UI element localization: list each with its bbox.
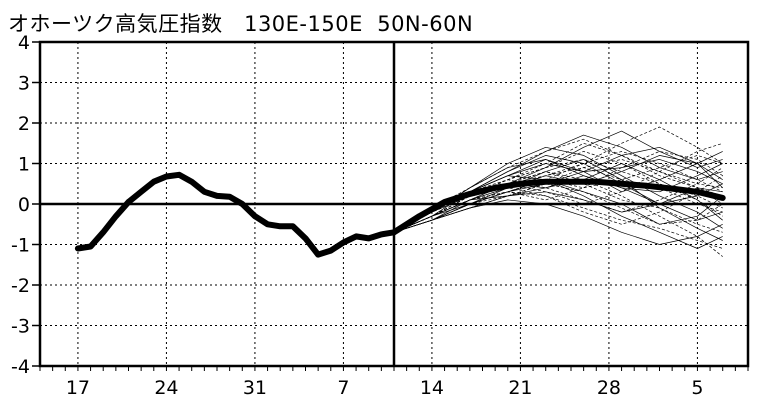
x-tick-label: 5 xyxy=(691,377,703,399)
y-tick-label: 1 xyxy=(18,154,30,176)
ensemble-member-line xyxy=(393,142,723,233)
x-tick-label: 31 xyxy=(243,377,267,399)
y-tick-label: 2 xyxy=(18,113,30,135)
ensemble-member-line xyxy=(393,155,723,233)
ensemble-member-line xyxy=(393,155,723,233)
ensemble-member-line xyxy=(393,146,723,233)
y-tick-label: -2 xyxy=(11,275,30,297)
ensemble-member-line xyxy=(393,187,723,233)
y-tick-label: -1 xyxy=(11,235,30,257)
ensemble-members-layer xyxy=(393,126,723,257)
observed-line xyxy=(74,171,397,258)
x-tick-label: 17 xyxy=(66,377,90,399)
y-tick-label: 0 xyxy=(18,194,30,216)
ensemble-mean-line xyxy=(391,178,726,236)
ensemble-member-line xyxy=(393,155,723,233)
y-tick-label: 3 xyxy=(18,73,30,95)
observed-series-layer xyxy=(74,171,726,258)
x-tick-label: 7 xyxy=(337,377,349,399)
ensemble-member-line xyxy=(393,142,723,233)
x-tick-label: 21 xyxy=(508,377,532,399)
x-tick-label: 28 xyxy=(597,377,621,399)
ensemble-member-line xyxy=(393,199,723,245)
chart-title: オホーツク高気圧指数 130E-150E 50N-60N xyxy=(8,12,474,36)
x-tick-label: 24 xyxy=(154,377,178,399)
y-tick-label: -4 xyxy=(11,356,30,378)
y-tick-label: 4 xyxy=(18,32,30,54)
plot-frame xyxy=(38,40,750,368)
y-tick-label: -3 xyxy=(11,316,30,338)
x-tick-label: 14 xyxy=(420,377,444,399)
